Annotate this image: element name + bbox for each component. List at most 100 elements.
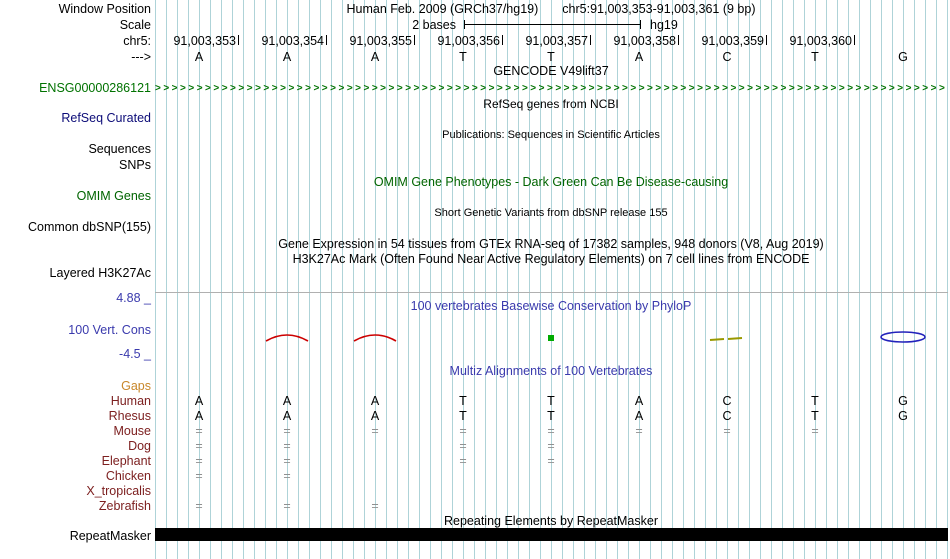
track-label-repeatmasker[interactable]: RepeatMasker [69,529,151,543]
track-label-100-vert-cons[interactable]: 100 Vert. Cons [68,323,151,337]
alignment-cell: = [371,424,379,438]
ruler-position-label: 91,003,353 [173,34,236,48]
conservation-min-value: -4.5 _ [119,347,151,361]
track-label-snps[interactable]: SNPs [119,158,151,172]
species-label-chicken[interactable]: Chicken [105,469,151,483]
species-label-zebrafish[interactable]: Zebrafish [98,499,151,513]
repeatmasker-bar[interactable] [155,528,948,541]
alignment-cell: = [195,454,203,468]
alignment-cell: C [722,409,732,423]
alignment-cell: = [195,499,203,513]
alignment-cell [595,469,683,483]
ruler-tick [414,35,415,45]
track-label-gencode-item[interactable]: ENSG00000286121 [39,81,151,95]
phylop-glyph-arc [353,334,397,342]
alignment-cell: = [283,439,291,453]
alignment-cell: C [722,394,732,408]
ruler-position-label: 91,003,358 [613,34,676,48]
ruler-tick [766,35,767,45]
species-label-x_tropicalis[interactable]: X_tropicalis [86,484,151,498]
alignment-cell: = [195,424,203,438]
alignment-cell [771,439,859,453]
track-label-sequences[interactable]: Sequences [88,142,151,156]
multiz-row-chicken: = = [155,469,947,483]
alignment-cell: A [282,409,292,423]
base-letter: T [811,50,819,64]
track-label-refseq-curated[interactable]: RefSeq Curated [61,111,151,125]
track-label-omim-genes[interactable]: OMIM Genes [76,189,151,203]
species-label-elephant[interactable]: Elephant [101,454,151,468]
alignment-cell [595,439,683,453]
alignment-cell [507,469,595,483]
track-title-repeatmasker[interactable]: Repeating Elements by RepeatMasker [443,514,658,528]
alignment-cell: = [459,454,467,468]
base-letter: A [370,50,380,64]
track-title-conservation[interactable]: 100 vertebrates Basewise Conservation by… [410,299,692,313]
conservation-max-value: 4.88 _ [116,291,151,305]
alignment-cell: A [370,409,380,423]
alignment-cell: = [459,439,467,453]
track-label-gaps[interactable]: Gaps [121,379,151,393]
alignment-cell: A [194,409,204,423]
base-letter: T [459,50,467,64]
window-position-header: Human Feb. 2009 (GRCh37/hg19) chr5:91,00… [155,2,947,16]
alignment-cell: = [459,424,467,438]
track-title-gtex[interactable]: Gene Expression in 54 tissues from GTEx … [278,237,824,251]
track-title-dbsnp[interactable]: Short Genetic Variants from dbSNP releas… [434,207,668,219]
track-title-gencode[interactable]: GENCODE V49lift37 [493,64,609,78]
base-letter: A [282,50,292,64]
ruler-position-label: 91,003,354 [261,34,324,48]
alignment-cell: = [283,499,291,513]
alignment-cell: G [898,409,908,423]
track-label-common-dbsnp[interactable]: Common dbSNP(155) [28,220,151,234]
phylop-glyph-arc [265,334,309,342]
gencode-transcript-item[interactable]: >>>>>>>>>>>>>>>>>>>>>>>>>>>>>>>>>>>>>>>>… [155,83,947,94]
track-title-multiz[interactable]: Multiz Alignments of 100 Vertebrates [449,364,653,378]
alignment-cell [331,454,419,468]
track-title-refseq[interactable]: RefSeq genes from NCBI [483,97,619,111]
track-title-h3k27ac[interactable]: H3K27Ac Mark (Often Found Near Active Re… [292,252,810,266]
alignment-cell: A [634,394,644,408]
alignment-cell: T [459,394,467,408]
alignment-cell [859,439,947,453]
alignment-cell: T [547,394,555,408]
alignment-cell: T [811,409,819,423]
alignment-cell: T [811,394,819,408]
species-label-dog[interactable]: Dog [128,439,151,453]
track-label-layered-h3k27ac[interactable]: Layered H3K27Ac [49,266,151,280]
alignment-cell: T [459,409,467,423]
track-title-omim[interactable]: OMIM Gene Phenotypes - Dark Green Can Be… [373,175,729,189]
ruler-tick [238,35,239,45]
ruler-position-label: 91,003,359 [701,34,764,48]
alignment-cell [683,439,771,453]
phylop-glyph-dashes [709,337,743,341]
track-title-publications[interactable]: Publications: Sequences in Scientific Ar… [442,129,660,141]
alignment-cell: = [547,439,555,453]
alignment-cell [859,469,947,483]
alignment-cell [419,499,507,513]
ruler-tick [854,35,855,45]
species-label-human[interactable]: Human [110,394,151,408]
alignment-cell: = [371,499,379,513]
phylop-glyph-ellipse [880,331,926,343]
assembly-label: Human Feb. 2009 (GRCh37/hg19) [346,2,539,16]
alignment-cell: = [283,469,291,483]
alignment-cell: = [811,424,819,438]
label-window-position: Window Position [58,2,151,16]
alignment-cell: = [547,424,555,438]
label-chromosome: chr5: [123,34,151,48]
species-label-mouse[interactable]: Mouse [113,424,151,438]
alignment-cell: A [370,394,380,408]
alignment-cell: = [283,424,291,438]
ruler-position-label: 91,003,356 [437,34,500,48]
position-range-label: chr5:91,003,353-91,003,361 (9 bp) [562,2,756,16]
scale-bar-right-tick [640,20,641,29]
alignment-cell [595,454,683,468]
base-letter: A [634,50,644,64]
alignment-cell: = [195,469,203,483]
alignment-cell: = [195,439,203,453]
species-label-rhesus[interactable]: Rhesus [108,409,151,423]
alignment-cell [859,424,947,438]
